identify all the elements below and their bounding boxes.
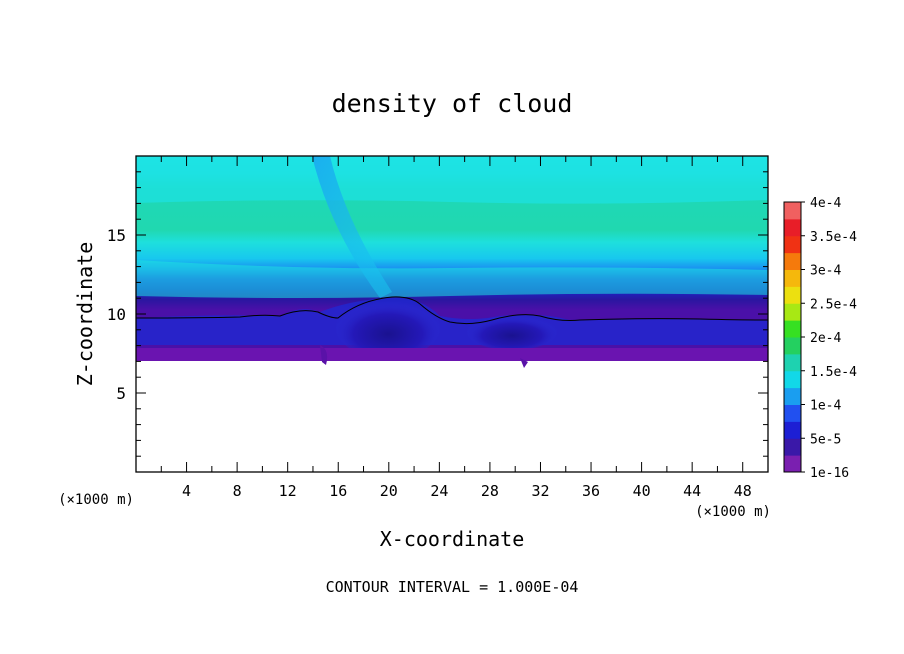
colorbar-label: 2e-4: [810, 331, 841, 346]
colorbar-swatch: [784, 370, 801, 389]
purple-base: [136, 348, 768, 361]
y-axis-ticks: [136, 171, 768, 457]
x-tick-label: 48: [734, 482, 752, 500]
x-tick-label: 24: [430, 482, 448, 500]
x-tick-label: 16: [329, 482, 347, 500]
x-tick-label: 28: [481, 482, 499, 500]
colorbar-swatch: [784, 286, 801, 304]
x-tick-label: 20: [380, 482, 398, 500]
colorbar-swatch: [784, 438, 801, 456]
colorbar-swatch: [784, 421, 801, 439]
y-axis-label: Z-coordinate: [73, 242, 97, 387]
cloud-bump-1: [336, 298, 440, 358]
colorbar-swatch: [784, 202, 801, 220]
colorbar-label: 2.5e-4: [810, 297, 857, 312]
x-unit-label: (×1000 m): [695, 504, 771, 520]
x-tick-label: 12: [279, 482, 297, 500]
chart-title: density of cloud: [332, 89, 573, 118]
colorbar-label: 1.5e-4: [810, 365, 857, 380]
x-axis-label: X-coordinate: [380, 527, 525, 551]
colorbar-swatch: [784, 455, 801, 473]
colorbar-swatch: [784, 337, 801, 355]
colorbar-swatch: [784, 353, 801, 372]
x-tick-label: 36: [582, 482, 600, 500]
colorbar-swatch: [784, 235, 801, 254]
cloud-bump-2: [467, 314, 557, 350]
colorbar-label: 5e-5: [810, 432, 841, 447]
x-tick-label: 40: [633, 482, 651, 500]
y-tick-label: 5: [116, 384, 126, 403]
colorbar-label: 4e-4: [810, 196, 841, 211]
x-axis-tick-labels: 4 8 12 16 20 24 28 32 36 40 44 48: [182, 482, 752, 500]
colorbar-label: 3.5e-4: [810, 230, 857, 245]
blue-layer: [136, 297, 768, 345]
contour-line: [136, 296, 768, 325]
colorbar: [784, 202, 801, 473]
plot-area: [136, 156, 768, 472]
y-axis-tick-labels: 5 10 15: [107, 226, 126, 403]
colorbar-swatch: [784, 387, 801, 405]
x-tick-label: 8: [233, 482, 242, 500]
colorbar-swatch: [784, 404, 801, 422]
y-tick-label: 15: [107, 226, 126, 245]
colorbar-swatch: [784, 218, 801, 237]
colorbar-label: 1e-16: [810, 466, 849, 481]
upper-band: [136, 156, 768, 204]
plume: [312, 156, 392, 298]
colorbar-label: 1e-4: [810, 399, 841, 414]
x-tick-label: 32: [531, 482, 549, 500]
y-tick-label: 10: [107, 305, 126, 324]
colorbar-labels: 4e-4 3.5e-4 3e-4 2.5e-4 2e-4 1.5e-4 1e-4 5e-5 1e…: [801, 196, 857, 481]
colorbar-swatch: [784, 252, 801, 270]
x-axis-ticks: [160, 156, 744, 472]
colorbar-swatch: [784, 320, 801, 338]
x-tick-label: 4: [182, 482, 191, 500]
contour-interval: CONTOUR INTERVAL = 1.000E-04: [326, 578, 579, 596]
mid-band: [136, 260, 768, 298]
x-tick-label: 44: [683, 482, 701, 500]
colorbar-swatch: [784, 303, 801, 321]
colorbar-label: 3e-4: [810, 264, 841, 279]
colorbar-swatch: [784, 269, 801, 287]
z-unit-label: (×1000 m): [58, 492, 134, 508]
